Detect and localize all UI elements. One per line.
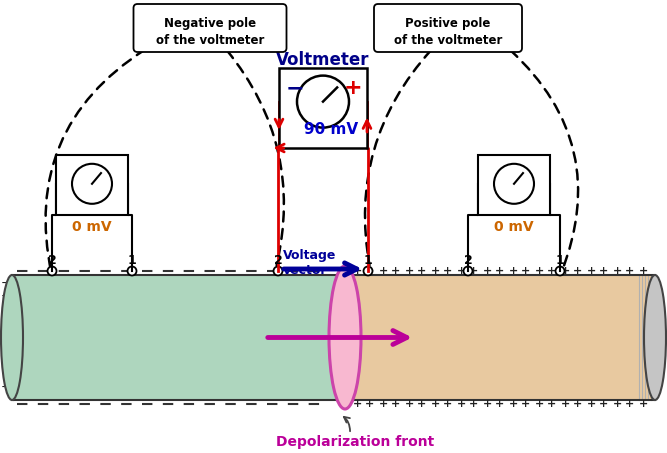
Text: +: + [534, 266, 544, 276]
Ellipse shape [1, 275, 23, 400]
Text: +: + [470, 266, 479, 276]
Text: +: + [522, 399, 531, 409]
Text: +: + [560, 399, 570, 409]
Text: +: + [482, 266, 492, 276]
Circle shape [297, 76, 349, 128]
Ellipse shape [329, 266, 361, 409]
Text: +: + [626, 399, 634, 409]
Text: +: + [600, 399, 608, 409]
Text: +: + [638, 399, 648, 409]
Text: +: + [392, 266, 401, 276]
Text: 1: 1 [364, 254, 372, 266]
Text: 0 mV: 0 mV [494, 220, 534, 234]
Text: −: − [1, 367, 11, 381]
Text: +: + [456, 399, 466, 409]
Text: +: + [508, 266, 518, 276]
Text: 90 mV: 90 mV [304, 122, 358, 138]
Text: +: + [612, 266, 622, 276]
Circle shape [273, 266, 283, 275]
Text: +: + [586, 266, 596, 276]
Text: −: − [285, 78, 304, 98]
Text: +: + [430, 266, 440, 276]
Text: +: + [560, 266, 570, 276]
Circle shape [464, 266, 472, 275]
Circle shape [47, 266, 57, 275]
Text: −: − [1, 342, 11, 355]
FancyBboxPatch shape [133, 4, 287, 52]
Text: of the voltmeter: of the voltmeter [156, 34, 264, 47]
Text: +: + [574, 399, 583, 409]
Circle shape [127, 266, 137, 275]
Text: +: + [418, 266, 427, 276]
Text: +: + [404, 266, 414, 276]
Text: +: + [378, 399, 388, 409]
Text: 1: 1 [556, 254, 564, 266]
Text: +: + [456, 266, 466, 276]
Text: −: − [1, 289, 11, 303]
Text: +: + [444, 399, 453, 409]
Text: +: + [352, 399, 362, 409]
Text: Negative pole: Negative pole [164, 18, 256, 30]
FancyBboxPatch shape [279, 68, 367, 148]
Bar [12, 275, 345, 400]
Text: 0 mV: 0 mV [72, 220, 112, 234]
Text: Depolarization front: Depolarization front [276, 435, 434, 449]
Text: +: + [534, 399, 544, 409]
Text: Voltmeter: Voltmeter [276, 51, 370, 69]
Text: +: + [366, 266, 375, 276]
Text: Positive pole: Positive pole [406, 18, 491, 30]
Text: 2: 2 [273, 254, 282, 266]
Text: +: + [548, 399, 557, 409]
Text: 1: 1 [127, 254, 136, 266]
Text: +: + [470, 399, 479, 409]
Text: +: + [444, 266, 453, 276]
Bar [345, 275, 655, 400]
Text: 2: 2 [47, 254, 57, 266]
Circle shape [72, 164, 112, 204]
Bar [12, 275, 655, 400]
Text: +: + [600, 266, 608, 276]
Circle shape [556, 266, 564, 275]
Text: −: − [1, 381, 11, 394]
Text: +: + [404, 399, 414, 409]
Circle shape [494, 164, 534, 204]
Text: −: − [1, 276, 11, 289]
Text: +: + [430, 399, 440, 409]
Text: +: + [496, 399, 505, 409]
Text: +: + [574, 266, 583, 276]
Text: +: + [344, 78, 362, 98]
Text: −: − [1, 355, 11, 367]
Text: +: + [392, 399, 401, 409]
Text: +: + [352, 266, 362, 276]
Text: +: + [418, 399, 427, 409]
Text: of the voltmeter: of the voltmeter [394, 34, 502, 47]
Text: +: + [496, 266, 505, 276]
Text: +: + [548, 266, 557, 276]
Ellipse shape [644, 275, 666, 400]
Text: +: + [638, 266, 648, 276]
Text: +: + [482, 399, 492, 409]
Circle shape [364, 266, 372, 275]
Text: −: − [1, 303, 11, 315]
Text: +: + [612, 399, 622, 409]
Text: +: + [508, 399, 518, 409]
Text: +: + [522, 266, 531, 276]
Text: 2: 2 [464, 254, 472, 266]
Text: +: + [626, 266, 634, 276]
Text: +: + [378, 266, 388, 276]
FancyBboxPatch shape [374, 4, 522, 52]
Text: Voltage
vector: Voltage vector [283, 249, 336, 277]
Text: +: + [366, 399, 375, 409]
Text: −: − [1, 315, 11, 328]
Text: +: + [586, 399, 596, 409]
Text: −: − [1, 328, 11, 342]
FancyBboxPatch shape [478, 155, 550, 215]
FancyBboxPatch shape [56, 155, 128, 215]
